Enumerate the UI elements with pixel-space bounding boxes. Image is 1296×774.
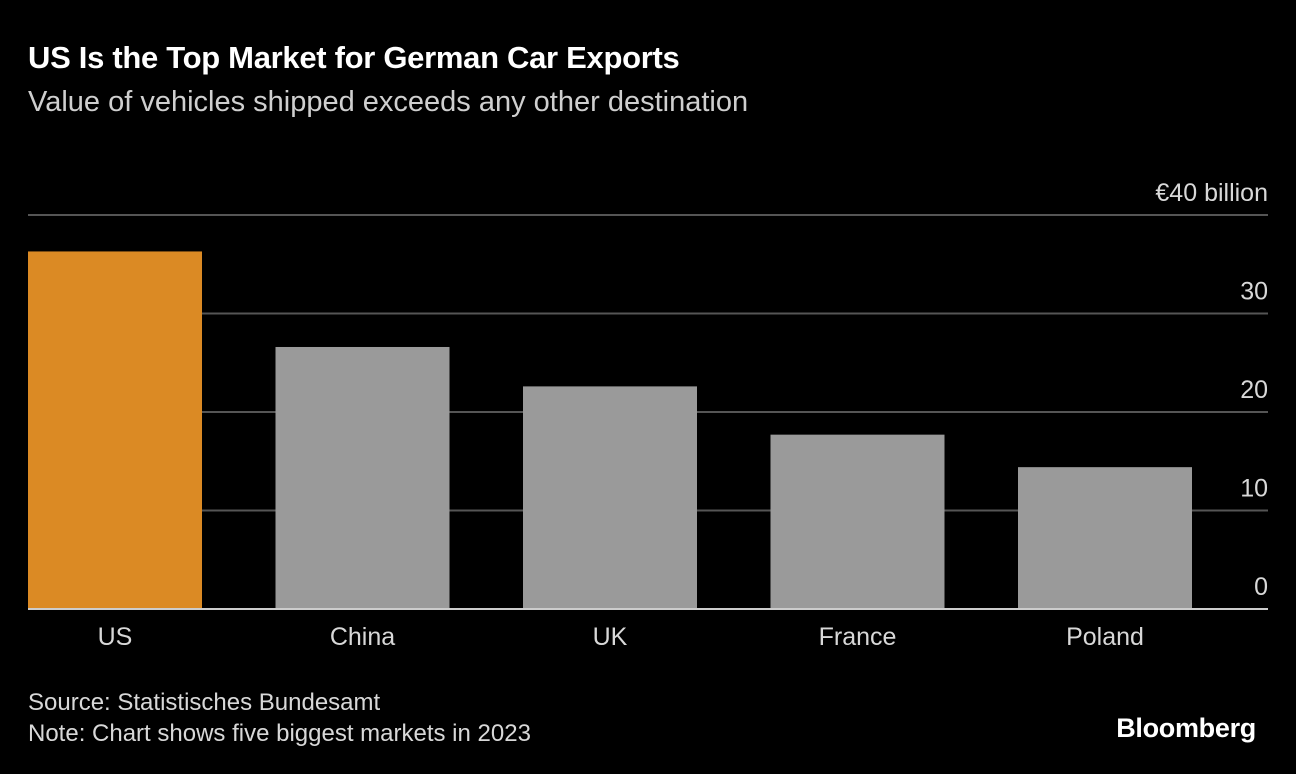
y-tick-label: 30: [1240, 278, 1268, 306]
bloomberg-logo: Bloomberg: [1116, 713, 1256, 743]
x-tick-label: UK: [593, 623, 628, 651]
chart-title: US Is the Top Market for German Car Expo…: [28, 40, 680, 75]
y-tick-label: €40 billion: [1155, 179, 1268, 207]
bars: [28, 251, 1192, 609]
bar-us: [28, 251, 202, 609]
chart-subtitle: Value of vehicles shipped exceeds any ot…: [28, 86, 749, 118]
x-tick-label: Poland: [1066, 623, 1144, 651]
chart-note: Note: Chart shows five biggest markets i…: [28, 720, 531, 747]
bar-china: [275, 346, 450, 609]
bar-poland: [1018, 467, 1192, 609]
y-axis: 0 10 20 30 €40 billion: [28, 179, 1268, 610]
y-tick-label: 10: [1240, 475, 1268, 503]
x-tick-label: US: [98, 623, 133, 651]
x-axis: US China UK France Poland: [98, 623, 1144, 651]
source-note: Source: Statistisches Bundesamt: [28, 689, 381, 716]
y-tick-label: 20: [1240, 376, 1268, 404]
x-tick-label: France: [819, 623, 897, 651]
bar-chart: 0 10 20 30 €40 billion US China UK France Poland: [28, 179, 1268, 651]
bar-france: [770, 434, 945, 609]
x-tick-label: China: [330, 623, 395, 651]
y-tick-label: 0: [1254, 573, 1268, 601]
bar-uk: [523, 386, 697, 609]
